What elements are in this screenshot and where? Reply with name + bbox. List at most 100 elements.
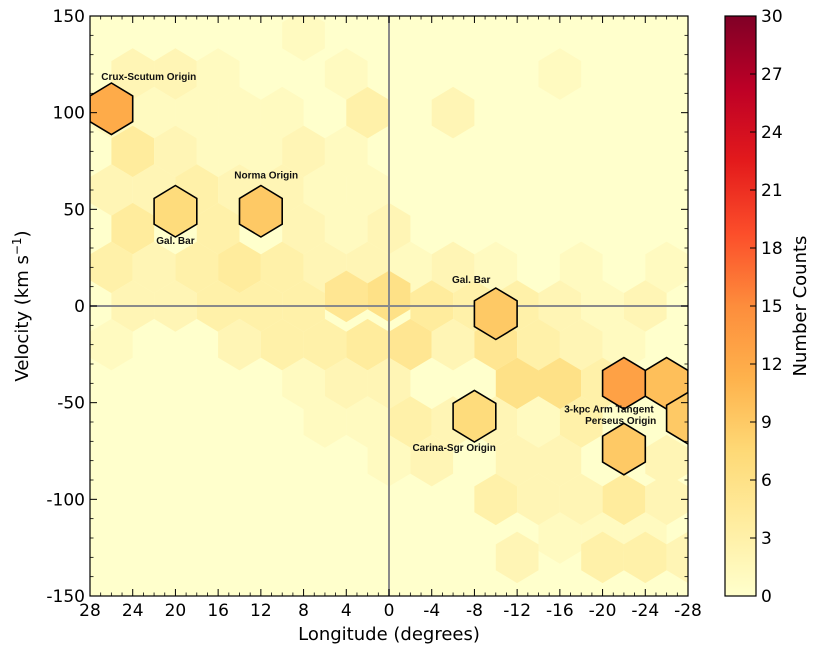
hexbin-cell bbox=[410, 434, 454, 487]
colorbar-tick-label: 30 bbox=[761, 7, 783, 27]
hexbin-cell bbox=[154, 125, 197, 178]
x-tick-label: -4 bbox=[423, 601, 440, 621]
hexbin-cell bbox=[324, 48, 368, 100]
x-tick-label: 24 bbox=[122, 601, 144, 621]
hexbin-cell bbox=[474, 473, 518, 526]
highlighted-hexbin bbox=[90, 82, 134, 136]
x-tick-label: -16 bbox=[546, 601, 574, 621]
colorbar-axis: 0 3 6 9 12 15 18 21 24 27 30 bbox=[750, 7, 783, 607]
y-tick-label: 100 bbox=[53, 104, 85, 124]
hexbin-cell bbox=[175, 241, 219, 294]
colorbar-tick-label: 12 bbox=[761, 355, 783, 375]
y-tick-label: -150 bbox=[46, 587, 85, 607]
x-tick-label: -8 bbox=[466, 601, 483, 621]
x-tick-label: 12 bbox=[250, 601, 272, 621]
hexbin-cell bbox=[90, 241, 133, 294]
hexbin-cell bbox=[324, 125, 368, 178]
hexbin-cell bbox=[538, 434, 582, 487]
hexbin-cell bbox=[132, 241, 176, 294]
x-tick-label: -24 bbox=[631, 601, 659, 621]
x-axis-title: Longitude (degrees) bbox=[298, 624, 480, 645]
hexbin-cell bbox=[389, 318, 432, 371]
highlighted-hexbin bbox=[665, 391, 688, 445]
y-tick-label: 0 bbox=[74, 297, 85, 317]
hexbin-cell bbox=[346, 318, 389, 371]
x-tick-label: 16 bbox=[207, 601, 229, 621]
hexbin-cell bbox=[602, 473, 646, 526]
y-axis-title: Velocity (km s−1) bbox=[10, 230, 33, 381]
hexbin-cell bbox=[517, 318, 560, 371]
annotation-label: Gal. Bar bbox=[156, 236, 194, 247]
annotation-label: Norma Origin bbox=[234, 170, 298, 181]
hexbin-cell bbox=[260, 241, 304, 294]
hexbin-cell bbox=[282, 16, 325, 62]
hexbin-cell bbox=[559, 396, 603, 448]
highlighted-hexbin bbox=[452, 389, 497, 443]
hexbin-cell bbox=[495, 434, 539, 487]
annotation-label: 3-kpc Arm Tangent bbox=[564, 404, 654, 415]
annotation-label: Gal. Bar bbox=[452, 275, 490, 286]
hexbin-cell bbox=[581, 531, 624, 584]
hexbin-cell bbox=[303, 396, 347, 448]
annotation-label: Perseus Origin bbox=[585, 416, 656, 427]
hexbin-cell bbox=[90, 318, 133, 371]
y-axis: 150 100 50 0 -50 -100 -150 bbox=[46, 7, 688, 607]
y-axis-title-text: Velocity (km s bbox=[12, 255, 33, 381]
colorbar-tick-label: 6 bbox=[761, 471, 772, 491]
colorbar-tick-label: 3 bbox=[761, 529, 772, 549]
y-axis-title-close: ) bbox=[12, 230, 33, 237]
hexbin-cell bbox=[538, 512, 582, 564]
hexbin-cell bbox=[645, 434, 688, 487]
hexbin-cell bbox=[282, 125, 325, 178]
highlighted-hexbin bbox=[238, 184, 284, 238]
hexbin-cell bbox=[346, 86, 389, 139]
x-tick-label: -28 bbox=[674, 601, 702, 621]
highlighted-hexbin bbox=[473, 287, 518, 341]
hexbin-cell bbox=[196, 125, 240, 178]
hexbin-cell bbox=[645, 473, 688, 526]
hexbin-cell bbox=[218, 86, 261, 139]
hexbin-cell bbox=[303, 318, 347, 371]
hexbin-cell bbox=[282, 357, 325, 410]
highlighted-hexbin bbox=[153, 184, 198, 238]
hexbin-cell bbox=[431, 318, 475, 371]
colorbar-tick-label: 15 bbox=[761, 297, 783, 317]
hexbin-cell bbox=[474, 241, 518, 294]
hexbin-cell bbox=[346, 396, 389, 448]
hexbin-cell bbox=[602, 318, 646, 371]
colorbar-tick-label: 18 bbox=[761, 239, 783, 259]
hexbin-cell bbox=[389, 396, 432, 448]
x-axis: 28 24 20 16 12 8 4 0 -4 -8 -12 -16 -20 -24 -28 bbox=[79, 16, 702, 621]
y-tick-label: 50 bbox=[63, 200, 85, 220]
hexbin-cell bbox=[623, 531, 667, 584]
hexbin-cell bbox=[111, 125, 155, 178]
annotations: Crux-Scutum Origin Norma Origin Gal. Bar Ga… bbox=[101, 72, 656, 454]
hexbin-cell bbox=[495, 531, 539, 584]
hexbin-cell bbox=[324, 270, 368, 323]
hexbin-cell bbox=[90, 164, 133, 216]
y-axis-title-sup: −1 bbox=[10, 237, 24, 255]
hexbin-cell bbox=[282, 202, 325, 255]
x-tick-label: 20 bbox=[165, 601, 187, 621]
reference-lines bbox=[90, 16, 688, 596]
y-tick-label: 150 bbox=[53, 7, 85, 27]
hexbin-cell bbox=[111, 202, 155, 255]
hexbin-cell bbox=[666, 531, 688, 584]
annotation-label: Carina-Sgr Origin bbox=[412, 443, 495, 454]
hexbin-cell bbox=[559, 318, 603, 371]
hexbin-cell bbox=[196, 48, 240, 100]
hexbin-cell bbox=[111, 48, 155, 100]
hexbin-cell bbox=[495, 357, 539, 410]
highlighted-hexbin bbox=[601, 422, 647, 476]
hexbin-cell bbox=[431, 86, 475, 139]
hexbin-cell bbox=[218, 241, 261, 294]
hexbin-cell bbox=[260, 318, 304, 371]
hexbin-cell bbox=[175, 86, 219, 139]
x-tick-label: 28 bbox=[79, 601, 101, 621]
colorbar-tick-label: 21 bbox=[761, 181, 783, 201]
x-tick-label: -20 bbox=[589, 601, 617, 621]
colorbar-tick-label: 9 bbox=[761, 413, 772, 433]
hexbin-cell bbox=[346, 164, 389, 216]
colorbar-title: Number Counts bbox=[790, 236, 811, 377]
